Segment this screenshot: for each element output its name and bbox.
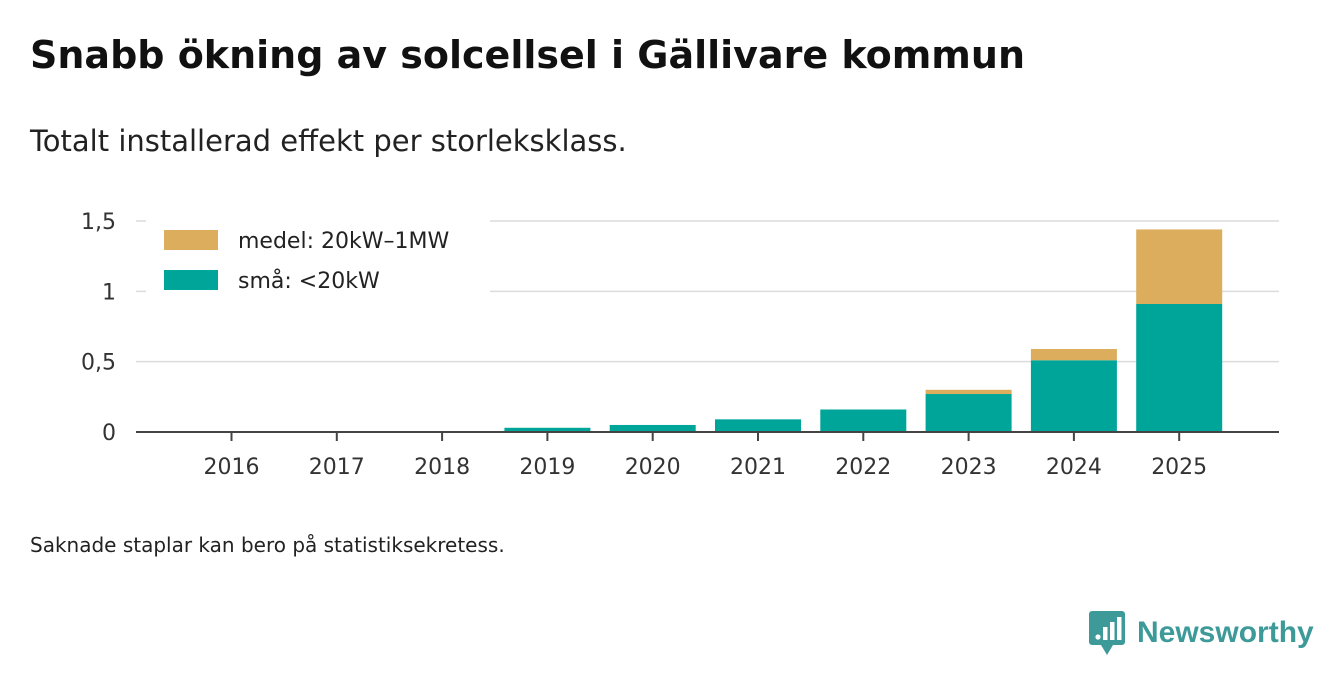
- bars: [504, 229, 1223, 432]
- y-tick-label: 1,5: [81, 210, 116, 235]
- x-tick-label: 2016: [204, 455, 260, 480]
- x-tick-label: 2019: [519, 455, 575, 480]
- y-tick-label: 0,5: [81, 351, 116, 376]
- newsworthy-logo-icon: [1089, 611, 1125, 655]
- bar: [925, 394, 1012, 432]
- bar: [925, 389, 1012, 395]
- y-tick-label: 0: [102, 421, 116, 446]
- x-tick-label: 2018: [414, 455, 470, 480]
- legend-label: små: <20kW: [238, 268, 380, 294]
- bar: [1030, 360, 1117, 432]
- chart-subtitle: Totalt installerad effekt per storlekskl…: [30, 124, 627, 158]
- chart-title: Snabb ökning av solcellsel i Gällivare k…: [30, 33, 1025, 77]
- legend-label: medel: 20kW–1MW: [238, 229, 449, 254]
- x-tick-label: 2024: [1046, 455, 1102, 480]
- x-axis: 2016 2017 2018 2019 2020 2021 2022 2023 2024 2025: [136, 431, 1279, 480]
- bar: [820, 409, 907, 432]
- x-tick-label: 2021: [730, 455, 786, 480]
- y-tick-label: 1: [102, 280, 116, 305]
- bar: [504, 427, 591, 432]
- x-tick-label: 2023: [941, 455, 997, 480]
- x-tick-label: 2022: [835, 455, 891, 480]
- bar: [1030, 349, 1117, 361]
- stacked-bar-chart: 0 0,5 1 1,5 2016 2017 2018 2019 2020 2021 2022 202…: [81, 210, 1279, 480]
- brand-name: Newsworthy: [1137, 616, 1314, 649]
- legend: medel: 20kW–1MW små: <20kW: [146, 217, 490, 294]
- legend-swatch: [164, 230, 218, 250]
- bar: [609, 424, 696, 432]
- y-axis-ticks: 0 0,5 1 1,5: [81, 210, 116, 446]
- brand-logo: Newsworthy: [1089, 611, 1314, 655]
- footnote: Saknade staplar kan bero på statistiksek…: [30, 533, 505, 557]
- x-tick-label: 2020: [625, 455, 681, 480]
- bar: [1136, 303, 1223, 432]
- x-tick-label: 2025: [1151, 455, 1207, 480]
- bar: [1136, 229, 1223, 304]
- legend-swatch: [164, 270, 218, 290]
- x-tick-label: 2017: [309, 455, 365, 480]
- bar: [715, 419, 801, 432]
